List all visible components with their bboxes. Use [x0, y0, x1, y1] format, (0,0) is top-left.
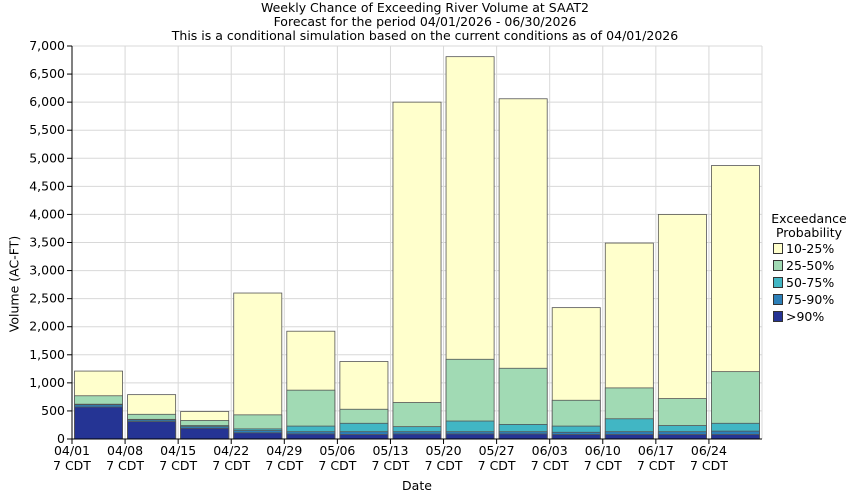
legend-items: 10-25% 25-50% 50-75% 75-90% >90% [768, 240, 850, 325]
legend-swatch [773, 277, 783, 288]
legend-swatch [773, 311, 783, 322]
x-tick-label-tz: 7 CDT [318, 458, 356, 473]
x-tick-label-tz: 7 CDT [425, 458, 463, 473]
y-tick-label: 0 [57, 431, 65, 446]
bar-segment [286, 433, 336, 440]
legend-item: 50-75% [773, 274, 850, 291]
bar-segment [551, 434, 601, 440]
legend-label: 50-75% [786, 275, 835, 290]
bar-segment [392, 433, 442, 440]
y-tick-label: 4,000 [29, 206, 65, 221]
legend-title-1: Exceedance [771, 211, 847, 226]
y-tick-label: 3,000 [29, 263, 65, 278]
y-tick-label: 3,500 [29, 235, 65, 250]
x-tick-label-tz: 7 CDT [637, 458, 675, 473]
y-tick-label: 5,000 [29, 150, 65, 165]
legend-item: >90% [773, 308, 850, 325]
legend-label: 75-90% [786, 292, 835, 307]
x-tick-label-date: 06/24 [691, 443, 727, 458]
chart-title: Weekly Chance of Exceeding River Volume … [260, 0, 590, 15]
y-tick-label: 2,000 [29, 319, 65, 334]
bar-segment [604, 434, 654, 440]
bar-segment [127, 421, 177, 440]
y-tick-label: 7,000 [29, 38, 65, 53]
legend: Exceedance Probability 10-25% 25-50% 50-75… [768, 212, 850, 325]
y-tick-label: 1,000 [29, 375, 65, 390]
x-tick-label-date: 05/13 [372, 443, 408, 458]
x-tick-label-date: 04/15 [160, 443, 196, 458]
legend-swatch [773, 260, 783, 271]
x-tick-label-date: 06/10 [585, 443, 621, 458]
x-tick-label-tz: 7 CDT [212, 458, 250, 473]
y-tick-label: 5,500 [29, 122, 65, 137]
bar-segment [233, 432, 283, 440]
bar-segment [498, 433, 548, 440]
x-tick-label-date: 06/03 [532, 443, 568, 458]
legend-item: 10-25% [773, 240, 850, 257]
x-tick-label-date: 04/01 [54, 443, 90, 458]
legend-label: >90% [786, 309, 825, 324]
x-tick-label-tz: 7 CDT [531, 458, 569, 473]
bar-segment [711, 434, 760, 440]
x-tick-label-tz: 7 CDT [159, 458, 197, 473]
y-axis-label: Volume (AC-FT) [6, 235, 22, 333]
x-tick-label-date: 04/29 [266, 443, 302, 458]
legend-item: 75-90% [773, 291, 850, 308]
x-tick-label-date: 05/06 [319, 443, 355, 458]
x-tick-label-date: 04/22 [213, 443, 249, 458]
bar-segment [180, 427, 230, 440]
x-tick-label-tz: 7 CDT [53, 458, 91, 473]
legend-swatch [773, 294, 783, 305]
x-tick-label-tz: 7 CDT [265, 458, 303, 473]
y-axis-label-wrap: Volume (AC-FT) [4, 224, 24, 344]
bar-segment [657, 434, 707, 440]
bar-segment [339, 434, 389, 440]
x-tick-label-date: 04/08 [107, 443, 143, 458]
x-tick-label-tz: 7 CDT [584, 458, 622, 473]
y-tick-label: 6,000 [29, 94, 65, 109]
x-tick-label-tz: 7 CDT [106, 458, 144, 473]
chart-subtitle: Forecast for the period 04/01/2026 - 06/… [273, 14, 577, 29]
x-axis-label: Date [402, 478, 432, 493]
y-tick-label: 500 [41, 403, 65, 418]
legend-swatch [773, 243, 783, 254]
x-tick-label-date: 05/27 [479, 443, 515, 458]
bar-segment [74, 406, 123, 440]
y-tick-label: 4,500 [29, 178, 65, 193]
x-tick-label-date: 06/17 [638, 443, 674, 458]
legend-label: 10-25% [786, 241, 835, 256]
bar-segment [445, 433, 495, 440]
legend-label: 25-50% [786, 258, 835, 273]
x-tick-label-tz: 7 CDT [372, 458, 410, 473]
x-tick-label-tz: 7 CDT [478, 458, 516, 473]
x-tick-label-tz: 7 CDT [690, 458, 728, 473]
bar-segment [392, 101, 442, 440]
legend-item: 25-50% [773, 257, 850, 274]
chart-note: This is a conditional simulation based o… [171, 28, 679, 43]
y-tick-label: 1,500 [29, 347, 65, 362]
x-tick-label-date: 05/20 [426, 443, 462, 458]
legend-title-2: Probability [775, 225, 843, 240]
y-tick-label: 6,500 [29, 66, 65, 81]
y-tick-label: 2,500 [29, 291, 65, 306]
